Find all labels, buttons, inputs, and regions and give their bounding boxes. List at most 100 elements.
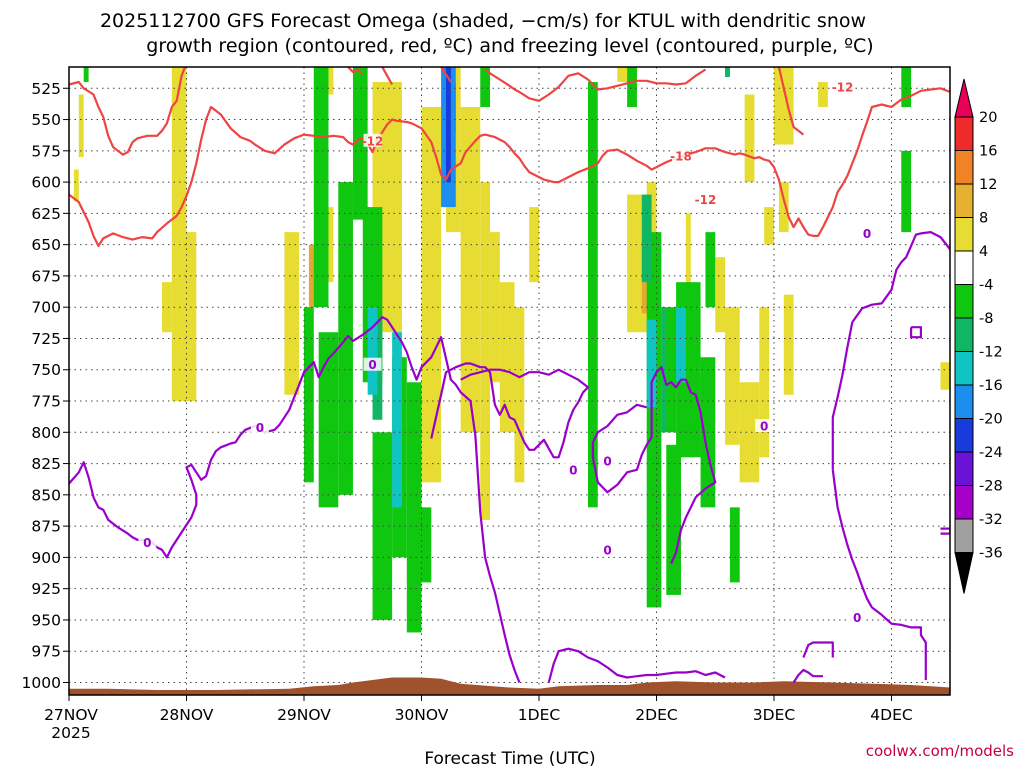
colorbar-segment-12 bbox=[954, 485, 974, 520]
dendritic-contour-5 bbox=[484, 68, 707, 102]
omega-shade-yellow-5 bbox=[284, 232, 300, 395]
omega-shade-green-49 bbox=[480, 67, 491, 108]
chart-title-line-2: growth region (contoured, red, ºC) and f… bbox=[146, 35, 873, 57]
freezing-label-1-bg bbox=[138, 535, 157, 549]
freezing-label-7-bg bbox=[755, 419, 774, 433]
freezing-label-9: 0 bbox=[863, 227, 871, 241]
dendritic-contour-4 bbox=[440, 67, 452, 83]
freezing-label-8-bg bbox=[848, 610, 867, 624]
y-tick-label-625: 625 bbox=[31, 205, 61, 223]
dendritic-contour-1 bbox=[69, 67, 187, 156]
omega-shade-green-38 bbox=[304, 307, 314, 483]
y-tick-label-550: 550 bbox=[31, 111, 61, 129]
omega-shade-yellow-11 bbox=[460, 107, 481, 433]
y-tick-label-825: 825 bbox=[31, 455, 61, 473]
omega-shade-green-52 bbox=[646, 232, 662, 608]
dendritic-contour-0 bbox=[69, 87, 950, 247]
colorbar-segment-4 bbox=[954, 217, 974, 252]
omega-shade-green-58 bbox=[705, 232, 716, 308]
x-tick-label-30NOV: 30NOV bbox=[395, 706, 449, 724]
freezing-label-2: 0 bbox=[256, 421, 264, 435]
omega-shade-yellow-12 bbox=[480, 182, 491, 520]
y-tick-label-900: 900 bbox=[31, 549, 61, 567]
freezing-label-6-bg bbox=[598, 542, 617, 556]
freezing-contour-1 bbox=[430, 362, 590, 459]
x-tick-label-27NOV: 27NOV bbox=[44, 706, 98, 724]
omega-shade-green-59 bbox=[901, 67, 912, 108]
dendritic-label-4-bg bbox=[833, 80, 852, 94]
freezing-contour-2 bbox=[547, 647, 726, 683]
y-tick-label-575: 575 bbox=[31, 142, 61, 160]
x-tick-label-28NOV: 28NOV bbox=[160, 706, 214, 724]
y-tick-label-975: 975 bbox=[31, 643, 61, 661]
terrain-fill bbox=[69, 677, 950, 695]
freezing-label-5-bg bbox=[598, 454, 617, 468]
omega-shade-yellow-1 bbox=[186, 232, 197, 402]
colorbar-label--4: -4 bbox=[979, 278, 993, 294]
colorbar-segment-1 bbox=[954, 116, 974, 151]
x-tick-label-29NOV: 29NOV bbox=[277, 706, 331, 724]
omega-shade-yellow-25 bbox=[818, 82, 828, 108]
freezing-contour-10 bbox=[940, 527, 950, 535]
colorbar-segment-7 bbox=[954, 317, 974, 352]
omega-shade-yellow-16 bbox=[529, 207, 539, 283]
colorbar-label--8: -8 bbox=[979, 311, 993, 327]
omega-shade-yellow-22 bbox=[715, 257, 726, 333]
freezing-contour-8 bbox=[831, 231, 950, 470]
omega-shading-layer bbox=[73, 67, 965, 633]
freezing-label-9-bg bbox=[858, 226, 877, 240]
x-tick-label-1DEC: 1DEC bbox=[518, 706, 560, 724]
colorbar-bottom-arrow bbox=[954, 552, 974, 594]
freezing-label-1: 0 bbox=[143, 536, 151, 550]
y-tick-label-750: 750 bbox=[31, 361, 61, 379]
freezing-contour-5 bbox=[792, 668, 823, 684]
omega-shade-navy-70 bbox=[445, 67, 451, 183]
colorbar-segment-8 bbox=[954, 351, 974, 386]
freezing-label-4: 0 bbox=[569, 463, 577, 477]
omega-shade-cyan-68 bbox=[676, 307, 686, 383]
contour-layer bbox=[69, 67, 950, 684]
omega-shade-teal-61 bbox=[641, 194, 652, 283]
omega-shade-green-60 bbox=[901, 150, 912, 233]
colorbar: 20 16 12 8 4 -4 -8 -12 -16 -20 -24 -28 -32 -36 bbox=[954, 78, 1003, 594]
omega-shade-green-47 bbox=[421, 507, 432, 583]
x-axis-label: Forecast Time (UTC) bbox=[424, 749, 595, 768]
omega-shade-yellow-9 bbox=[421, 107, 442, 483]
y-tick-label-525: 525 bbox=[31, 80, 61, 98]
colorbar-segment-11 bbox=[954, 451, 974, 486]
freezing-label-6: 0 bbox=[603, 543, 611, 557]
y-tick-label-925: 925 bbox=[31, 580, 61, 598]
freezing-label-3-bg bbox=[363, 357, 382, 371]
colorbar-label--12: -12 bbox=[979, 345, 1003, 361]
dendritic-label-3: -12 bbox=[695, 193, 717, 207]
omega-shade-yellow-26 bbox=[725, 307, 740, 445]
dendritic-contour-2 bbox=[347, 67, 364, 76]
chart-title-line-1: 2025112700 GFS Forecast Omega (shaded, −… bbox=[100, 10, 866, 32]
omega-shade-yellow-28 bbox=[759, 307, 770, 458]
colorbar-label--28: -28 bbox=[979, 479, 1003, 495]
freezing-label-8: 0 bbox=[853, 611, 861, 625]
omega-shade-cyan-67 bbox=[646, 319, 657, 408]
omega-shade-yellow-0 bbox=[171, 67, 187, 402]
omega-shade-cyan-65 bbox=[367, 307, 378, 395]
omega-shade-green-51 bbox=[627, 67, 637, 108]
omega-shade-yellow-27 bbox=[739, 382, 760, 483]
omega-shade-green-57 bbox=[729, 507, 740, 583]
omega-shade-yellow-20 bbox=[685, 213, 691, 308]
freezing-contour-7 bbox=[831, 469, 927, 680]
freezing-label-2-bg bbox=[250, 420, 269, 434]
x-year-label: 2025 bbox=[51, 724, 90, 742]
omega-shade-yellow-15 bbox=[514, 307, 525, 483]
colorbar-label--32: -32 bbox=[979, 512, 1003, 528]
omega-shade-yellow-33 bbox=[940, 362, 950, 390]
y-tick-label-675: 675 bbox=[31, 267, 61, 285]
y-tick-label-850: 850 bbox=[31, 486, 61, 504]
dendritic-label-3-bg bbox=[696, 192, 715, 206]
omega-shade-yellow-31 bbox=[955, 72, 965, 80]
axis-ticks: 525 550 575 600 625 650 675 700 725 750 775 800 825 8… bbox=[22, 80, 913, 742]
colorbar-label-12: 12 bbox=[979, 177, 997, 193]
dendritic-contour-6 bbox=[777, 67, 805, 136]
colorbar-segment-2 bbox=[954, 150, 974, 185]
y-tick-label-725: 725 bbox=[31, 330, 61, 348]
